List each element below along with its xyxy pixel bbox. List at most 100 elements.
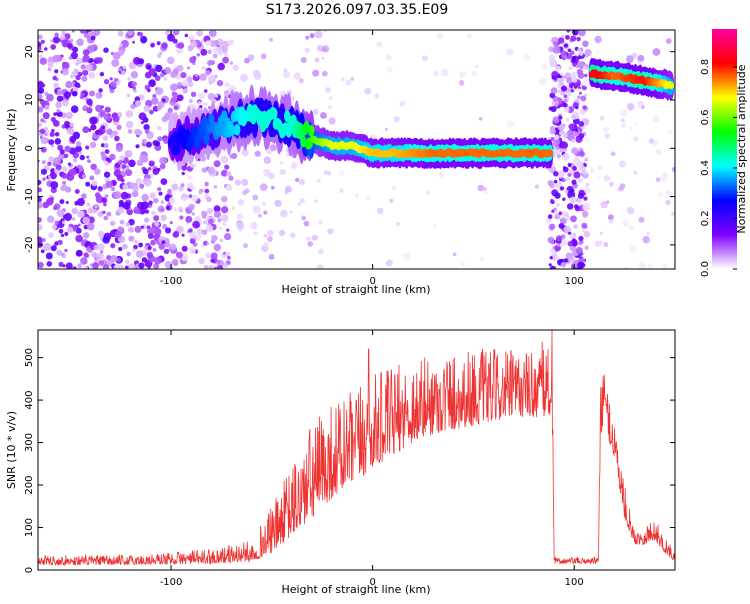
heatmap-cell <box>80 64 86 70</box>
heatmap-cell <box>299 197 305 204</box>
heatmap-cell <box>284 191 288 194</box>
heatmap-cell <box>89 116 98 125</box>
heatmap-cell <box>298 179 305 186</box>
heatmap-cell <box>160 208 165 212</box>
heatmap-cell <box>646 231 651 236</box>
heatmap-cell <box>555 235 563 242</box>
heatmap-cell <box>321 56 325 60</box>
heatmap-cell <box>562 197 566 201</box>
heatmap-cell <box>119 43 123 47</box>
heatmap-cell <box>154 256 162 265</box>
heatmap-cell <box>226 228 230 232</box>
heatmap-cell <box>658 192 664 198</box>
heatmap-cell <box>86 202 91 207</box>
heatmap-cell <box>571 114 577 120</box>
heatmap-cell <box>171 258 179 266</box>
heatmap-cell <box>576 95 581 100</box>
heatmap-cell <box>62 180 67 185</box>
heatmap-cell <box>577 261 585 269</box>
heatmap-cell <box>209 40 217 47</box>
heatmap-cell <box>210 252 218 260</box>
heatmap-cell <box>286 152 290 157</box>
heatmap-cell <box>159 51 163 55</box>
heatmap-cell <box>206 242 210 246</box>
heatmap-cell <box>565 176 571 182</box>
heatmap-cell <box>106 255 112 261</box>
heatmap-cell <box>258 213 262 218</box>
heatmap-cell <box>177 81 182 86</box>
heatmap-cell <box>134 239 139 244</box>
heatmap-cell <box>135 208 141 214</box>
heatmap-cell <box>102 236 110 244</box>
heatmap-cell <box>506 48 514 56</box>
heatmap-cell <box>655 177 661 183</box>
heatmap-cell <box>164 241 171 248</box>
heatmap-cell <box>185 215 193 223</box>
heatmap-cell <box>173 105 179 110</box>
heatmap-cell <box>328 117 336 125</box>
heatmap-cell <box>112 115 120 123</box>
heatmap-cell <box>100 143 105 148</box>
heatmap-cell <box>561 178 566 183</box>
heatmap-cell <box>50 44 57 50</box>
heatmap-cell <box>554 192 561 199</box>
heatmap-cell <box>41 160 46 165</box>
heatmap-cell <box>40 146 47 153</box>
heatmap-cell <box>48 232 54 239</box>
heatmap-cell <box>157 53 162 58</box>
ridge-cell <box>308 125 315 137</box>
heatmap-cell <box>61 166 68 172</box>
heatmap-cell <box>293 72 302 80</box>
heatmap-cell <box>143 105 151 112</box>
heatmap-cell <box>53 156 62 165</box>
heatmap-cell <box>38 187 43 193</box>
heatmap-cell <box>554 66 561 72</box>
heatmap-cell <box>577 177 583 183</box>
heatmap-cell <box>67 175 74 181</box>
heatmap-cell <box>222 40 230 49</box>
heatmap-cell <box>45 252 53 260</box>
heatmap-cell <box>103 215 109 221</box>
heatmap-cell <box>550 240 555 245</box>
heatmap-cell <box>149 109 154 115</box>
heatmap-cell <box>582 210 589 217</box>
heatmap-cell <box>560 141 569 149</box>
heatmap-cell <box>205 252 211 259</box>
heatmap-cell <box>112 130 118 137</box>
colorbar-tick-label: 0.0 <box>700 261 711 277</box>
heatmap-cell <box>140 201 149 210</box>
heatmap-cell <box>560 85 568 92</box>
heatmap-cell <box>213 205 221 213</box>
heatmap-cell <box>43 243 52 252</box>
heatmap-cell <box>641 105 645 110</box>
heatmap-cell <box>619 108 628 117</box>
heatmap-cell <box>224 233 232 241</box>
heatmap-cell <box>566 88 571 93</box>
heatmap-cell <box>203 220 208 225</box>
heatmap-cell <box>215 38 224 46</box>
heatmap-cell <box>307 241 314 247</box>
heatmap-cell <box>552 96 558 102</box>
heatmap-cell <box>74 189 80 194</box>
heatmap-cell <box>163 248 170 255</box>
heatmap-cell <box>83 232 90 239</box>
heatmap-cell <box>203 89 208 93</box>
ridge-cell <box>229 124 236 137</box>
heatmap-cell <box>192 220 201 229</box>
heatmap-cell <box>61 172 68 179</box>
colorbar-tick-label: 0.6 <box>700 109 711 125</box>
heatmap-cell <box>144 178 152 187</box>
heatmap-cell <box>279 168 286 176</box>
heatmap-cell <box>340 77 345 82</box>
heatmap-cell <box>556 256 560 260</box>
heatmap-cell <box>605 200 610 204</box>
heatmap-cell <box>140 225 144 229</box>
heatmap-cell <box>252 69 261 78</box>
heatmap-cell <box>72 86 79 93</box>
heatmap-cell <box>328 96 333 100</box>
heatmap-cell <box>558 130 564 136</box>
spectral-ridge <box>167 57 675 172</box>
heatmap-cell <box>81 193 87 199</box>
heatmap-cell <box>131 190 139 198</box>
heatmap-cell <box>56 95 64 102</box>
